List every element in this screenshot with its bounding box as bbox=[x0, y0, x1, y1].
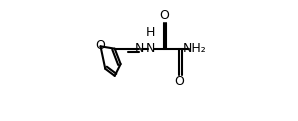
Text: H: H bbox=[146, 26, 156, 39]
Text: O: O bbox=[174, 75, 184, 88]
Text: N: N bbox=[146, 42, 156, 55]
Text: N: N bbox=[135, 42, 144, 55]
Text: NH₂: NH₂ bbox=[183, 42, 207, 55]
Text: O: O bbox=[95, 39, 105, 52]
Text: O: O bbox=[159, 9, 169, 22]
